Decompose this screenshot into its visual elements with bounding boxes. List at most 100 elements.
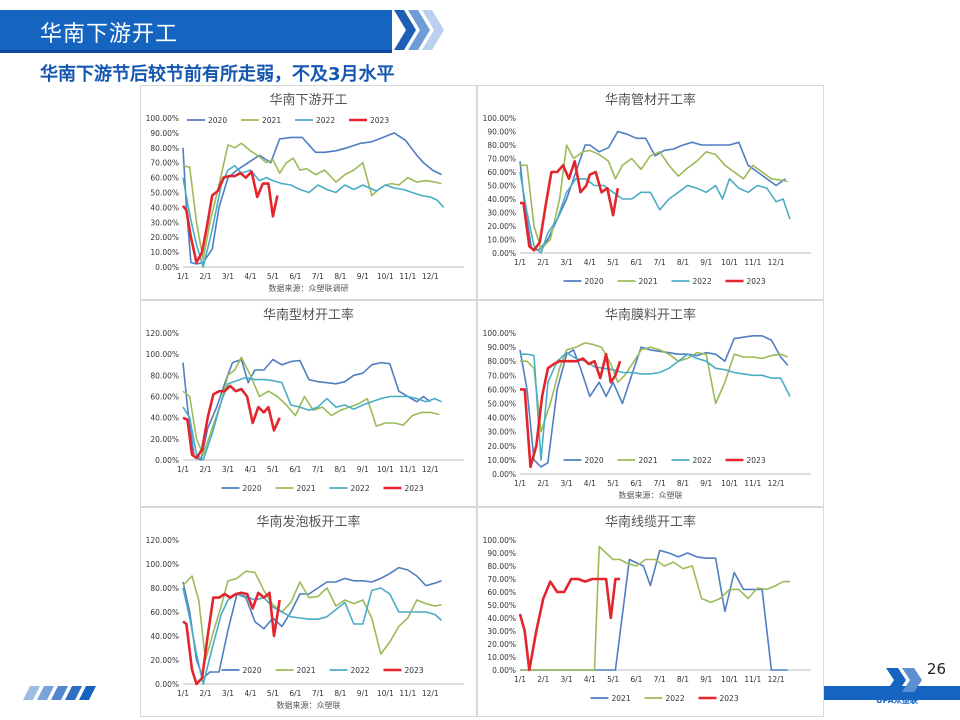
legend-label-2023: 2023 [405,484,424,493]
y-tick-label: 10.00% [487,653,516,662]
y-tick-label: 0.00% [492,470,516,479]
x-tick-label: 10/1 [377,689,394,698]
x-tick-label: 10/1 [721,479,738,488]
y-tick-label: 60.00% [150,174,179,183]
y-tick-label: 0.00% [492,249,516,258]
y-tick-label: 0.00% [155,456,179,465]
x-tick-label: 3/1 [561,258,573,267]
x-tick-label: 10/1 [721,675,738,684]
chart-profile: 华南型材开工率 0.00% 20.00% 40.00% 60.00% 80.00% 100.… [146,307,464,493]
series-line-2021 [182,356,440,456]
legend-label-2022: 2022 [351,484,370,493]
x-tick-label: 6/1 [289,272,301,281]
y-tick-label: 70.00% [487,575,516,584]
y-tick-label: 60.00% [487,588,516,597]
legend-label-2021: 2021 [639,456,658,465]
x-tick-label: 1/1 [177,689,189,698]
y-tick-label: 100.00% [146,114,179,123]
series-line-2022 [520,351,791,461]
x-tick-label: 7/1 [654,258,666,267]
legend-label-2020: 2020 [585,277,604,286]
series-line-2022 [520,545,790,671]
series-line-2023 [181,170,279,264]
legend-label-2023: 2023 [370,116,389,125]
x-tick-label: 11/1 [399,689,416,698]
x-tick-label: 6/1 [289,465,301,474]
legend-label-2020: 2020 [585,456,604,465]
page-number: 26 [926,660,946,678]
y-tick-label: 30.00% [487,627,516,636]
x-tick-label: 9/1 [357,272,369,281]
y-tick-label: 80.00% [150,371,179,380]
x-tick-label: 5/1 [607,479,619,488]
legend-label-2022: 2022 [693,277,712,286]
x-tick-label: 5/1 [267,465,279,474]
legend-label-2022: 2022 [666,694,685,703]
x-tick-label: 4/1 [584,258,596,267]
y-tick-label: 60.00% [487,168,516,177]
chevron-decoration-icon [394,10,444,50]
x-tick-label: 5/1 [607,258,619,267]
y-tick-label: 100.00% [146,560,179,569]
x-tick-label: 9/1 [700,479,712,488]
chart-title: 华南管材开工率 [605,92,696,108]
chart-title: 华南型材开工率 [263,307,354,323]
y-tick-label: 40.00% [487,614,516,623]
y-tick-label: 100.00% [146,350,179,359]
x-tick-label: 4/1 [244,465,256,474]
x-tick-label: 12/1 [768,479,785,488]
series-line-2023 [520,159,620,252]
legend-label-2022: 2022 [693,456,712,465]
x-tick-label: 2/1 [199,272,211,281]
y-tick-label: 80.00% [487,357,516,366]
y-tick-label: 30.00% [150,218,179,227]
logo-text: UPA众塑联 [876,696,918,705]
x-tick-label: 6/1 [630,479,642,488]
x-tick-label: 8/1 [334,689,346,698]
x-tick-label: 11/1 [399,272,416,281]
series-line-2020 [182,566,442,679]
x-tick-label: 5/1 [267,689,279,698]
series-line-2021 [182,142,442,261]
y-tick-label: 20.00% [150,233,179,242]
x-tick-label: 3/1 [222,689,234,698]
y-tick-label: 10.00% [487,456,516,465]
x-tick-label: 1/1 [514,675,526,684]
y-tick-label: 50.00% [487,400,516,409]
series-line-2021 [520,144,788,250]
y-tick-label: 30.00% [487,428,516,437]
legend-label-2022: 2022 [351,666,370,675]
y-tick-label: 120.00% [146,329,179,338]
x-tick-label: 7/1 [312,272,324,281]
y-tick-label: 90.00% [150,129,179,138]
chart-title: 华南发泡板开工率 [256,514,360,530]
series-line-2022 [182,376,442,461]
chart-foam: 华南发泡板开工率 0.00% 20.00% 40.00% 60.00% 80.00% 100… [146,514,464,710]
series-line-2023 [518,577,621,672]
y-tick-label: 100.00% [483,329,516,338]
y-tick-label: 80.00% [150,584,179,593]
y-tick-label: 70.00% [150,159,179,168]
legend-label-2021: 2021 [297,484,316,493]
x-tick-label: 7/1 [312,465,324,474]
x-tick-label: 3/1 [561,675,573,684]
x-tick-label: 4/1 [584,479,596,488]
x-tick-label: 3/1 [561,479,573,488]
legend-label-2020: 2020 [208,116,227,125]
chart-panel-film: 华南膜料开工率 0.00% 10.00% 20.00% 30.00% 40.00% 50.0… [477,300,824,507]
legend-label-2023: 2023 [747,456,766,465]
x-tick-label: 3/1 [222,272,234,281]
legend-label-2021: 2021 [612,694,631,703]
y-tick-label: 50.00% [150,189,179,198]
x-tick-label: 6/1 [630,675,642,684]
x-tick-label: 10/1 [377,272,394,281]
y-tick-label: 80.00% [487,141,516,150]
y-tick-label: 30.00% [487,209,516,218]
slide-subtitle: 华南下游节后较节前有所走弱，不及3月水平 [40,64,395,85]
page-title: 华南下游开工 [40,22,179,47]
x-tick-label: 12/1 [422,689,439,698]
x-tick-label: 8/1 [677,479,689,488]
series-line-2021 [182,570,442,661]
x-tick-label: 2/1 [199,465,211,474]
series-line-2020 [182,358,431,461]
